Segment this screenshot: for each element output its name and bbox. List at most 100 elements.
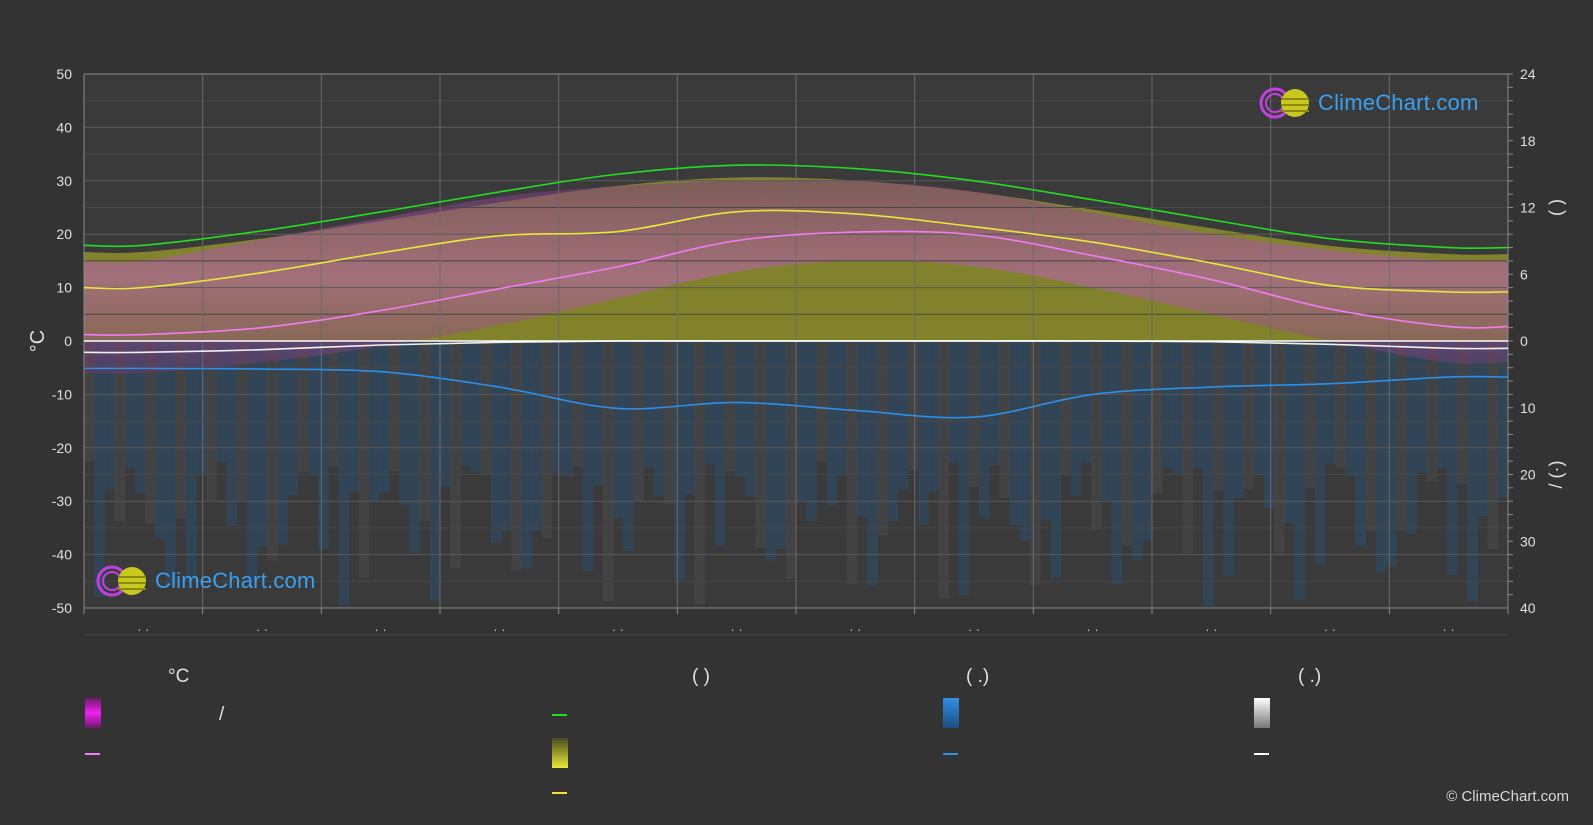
precipitation-stripe bbox=[938, 341, 950, 599]
precipitation-stripe bbox=[399, 341, 410, 505]
x-tick-label: · · bbox=[1205, 622, 1217, 637]
precipitation-stripe bbox=[562, 341, 573, 478]
precipitation-stripe bbox=[277, 341, 288, 545]
precipitation-stripe bbox=[1477, 341, 1489, 516]
precipitation-stripe bbox=[918, 341, 929, 526]
logo-bottom: ClimeChart.com bbox=[95, 564, 316, 598]
precipitation-stripe bbox=[1324, 341, 1336, 465]
precipitation-stripe bbox=[765, 341, 777, 561]
precipitation-stripe bbox=[734, 341, 746, 477]
precipitation-stripe bbox=[195, 341, 207, 475]
precipitation-stripe bbox=[1263, 341, 1275, 509]
x-tick-label: · · bbox=[493, 622, 505, 637]
x-tick-label: · · bbox=[1087, 622, 1099, 637]
y-right-bottom-tick-label: 30 bbox=[1520, 533, 1536, 549]
precipitation-stripe bbox=[857, 341, 868, 517]
precipitation-stripe bbox=[928, 341, 939, 492]
legend-head-sun: ( ) bbox=[692, 666, 710, 687]
precipitation-stripe bbox=[1090, 341, 1102, 530]
precipitation-stripe bbox=[460, 341, 472, 466]
precipitation-stripe bbox=[389, 341, 400, 472]
precipitation-stripe bbox=[104, 341, 116, 489]
precipitation-stripe bbox=[267, 341, 278, 561]
precipitation-stripe bbox=[1365, 341, 1377, 531]
y-left-tick-label: -10 bbox=[52, 386, 72, 402]
legend-swatch-rain-days bbox=[943, 698, 959, 728]
precipitation-stripe bbox=[226, 341, 238, 526]
precipitation-stripe bbox=[358, 341, 370, 578]
copyright: © ClimeChart.com bbox=[1446, 788, 1569, 805]
logo-top: ClimeChart.com bbox=[1258, 86, 1479, 120]
y-left-tick-label: 20 bbox=[56, 226, 72, 242]
precipitation-stripe bbox=[1375, 341, 1387, 573]
legend-head-temperature: °C bbox=[168, 666, 190, 687]
precipitation-stripe bbox=[1314, 341, 1326, 565]
legend-swatch-sunshine-mean bbox=[552, 792, 567, 794]
precipitation-stripe bbox=[582, 341, 594, 572]
precipitation-stripe bbox=[745, 341, 756, 497]
precipitation-stripe bbox=[185, 341, 197, 581]
y-right-top-tick-label: 6 bbox=[1520, 266, 1528, 282]
precipitation-stripe bbox=[1162, 341, 1173, 468]
precipitation-stripe bbox=[572, 341, 583, 467]
y-right-top-axis-label: ( ) bbox=[1546, 199, 1566, 216]
precipitation-stripe bbox=[216, 341, 227, 463]
precipitation-stripe bbox=[541, 341, 553, 539]
precipitation-stripe bbox=[287, 341, 299, 496]
precipitation-stripe bbox=[694, 341, 705, 605]
x-tick-label: · · bbox=[731, 622, 743, 637]
precipitation-stripe bbox=[1497, 341, 1508, 498]
precipitation-stripe bbox=[1436, 341, 1448, 468]
precipitation-stripe bbox=[1487, 341, 1499, 549]
precipitation-stripe bbox=[602, 341, 614, 602]
precipitation-stripe bbox=[714, 341, 726, 546]
precipitation-stripe bbox=[307, 341, 319, 474]
precipitation-stripe bbox=[653, 341, 665, 497]
precipitation-stripe bbox=[1141, 341, 1153, 541]
legend-head-snow: ( .) bbox=[1298, 666, 1322, 687]
precipitation-stripe bbox=[1192, 341, 1204, 469]
precipitation-stripe bbox=[1172, 341, 1184, 476]
x-tick-label: · · bbox=[1443, 622, 1455, 637]
precipitation-stripe bbox=[297, 341, 309, 473]
precipitation-stripe bbox=[1070, 341, 1082, 496]
precipitation-stripe bbox=[724, 341, 736, 472]
precipitation-stripe bbox=[1040, 341, 1051, 520]
precipitation-stripe bbox=[145, 341, 156, 524]
precipitation-stripe bbox=[1029, 341, 1041, 585]
precipitation-stripe bbox=[1213, 341, 1224, 491]
axes: 50 40 30 20 10 0 -10 -20 -30 -40 -50 °C 24 18 12 6 0 10 20… bbox=[27, 66, 1566, 637]
precipitation-stripe bbox=[968, 341, 980, 487]
precipitation-stripe bbox=[755, 341, 766, 548]
precipitation-stripe bbox=[867, 341, 878, 586]
precipitation-stripe bbox=[1294, 341, 1306, 600]
legend-swatch-temp-mean bbox=[85, 753, 100, 755]
precipitation-stripe bbox=[348, 341, 360, 493]
x-tick-label: · · bbox=[256, 622, 268, 637]
precipitation-stripe bbox=[948, 341, 960, 464]
precipitation-stripe bbox=[1355, 341, 1367, 547]
precipitation-stripe bbox=[1060, 341, 1072, 475]
x-tick-label: · · bbox=[968, 622, 980, 637]
precipitation-stripe bbox=[1284, 341, 1295, 524]
precipitation-stripe bbox=[1457, 341, 1468, 484]
x-tick-label: · · bbox=[849, 622, 861, 637]
precipitation-stripe bbox=[1426, 341, 1438, 482]
precipitation-stripe bbox=[480, 341, 492, 475]
precipitation-stripe bbox=[470, 341, 482, 473]
precipitation-stripe bbox=[999, 341, 1011, 498]
precipitation-stripe bbox=[165, 341, 177, 586]
precipitation-stripe bbox=[979, 341, 990, 518]
precipitation-stripe bbox=[1243, 341, 1255, 490]
y-left-tick-label: -30 bbox=[52, 493, 72, 509]
y-left-tick-label: -40 bbox=[52, 547, 72, 563]
precipitation-stripe bbox=[256, 341, 268, 548]
y-left-tick-label: 0 bbox=[64, 333, 72, 349]
precipitation-stripe bbox=[907, 341, 919, 471]
y-left-axis-label: °C bbox=[27, 330, 49, 352]
precipitation-stripe bbox=[989, 341, 1000, 466]
precipitation-stripe bbox=[328, 341, 339, 467]
y-right-bottom-axis-label: / (·) bbox=[1546, 461, 1566, 489]
y-left-tick-label: -20 bbox=[52, 440, 72, 456]
y-right-bottom-tick-label: 20 bbox=[1520, 467, 1536, 483]
